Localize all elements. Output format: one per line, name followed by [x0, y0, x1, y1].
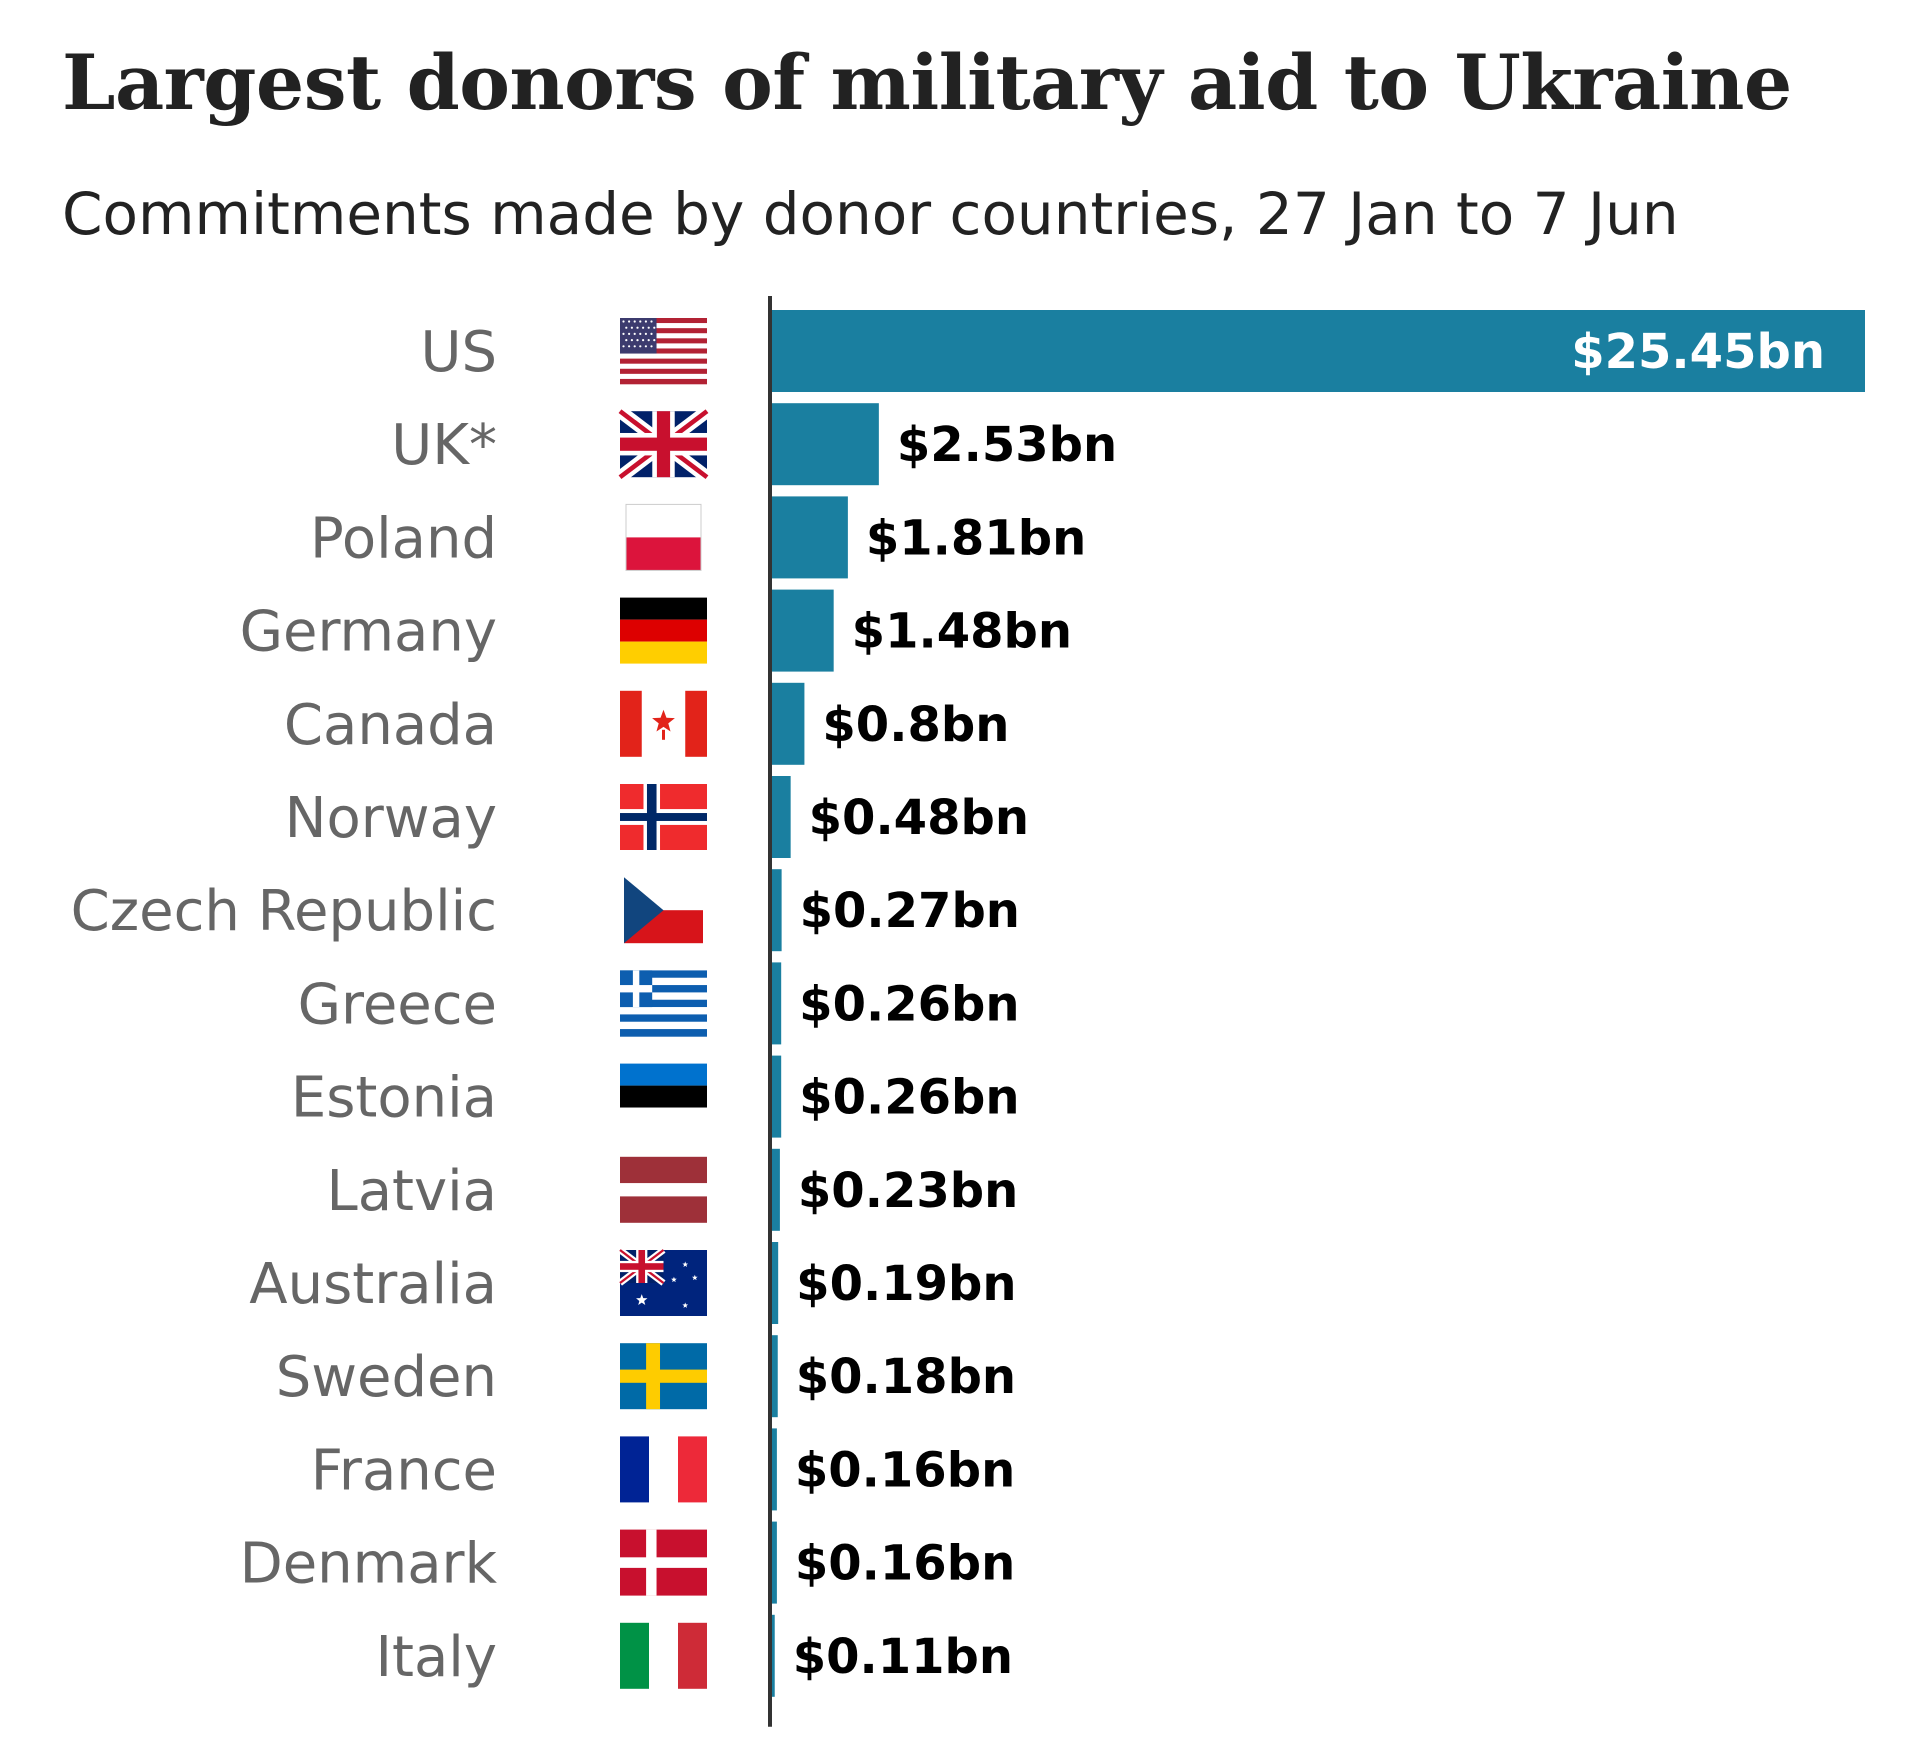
category-label: Denmark	[240, 1532, 498, 1597]
bar	[770, 682, 805, 765]
value-label: $0.48bn	[809, 790, 1029, 846]
norway-flag-icon	[620, 784, 707, 850]
category-label: Italy	[376, 1625, 498, 1690]
bar	[770, 869, 782, 952]
bar	[770, 496, 848, 579]
bar	[770, 776, 791, 858]
value-label: $0.26bn	[799, 976, 1019, 1032]
bar	[770, 1428, 777, 1511]
chart-title: Largest donors of military aid to Ukrain…	[62, 38, 1792, 127]
germany-flag-icon	[620, 597, 707, 664]
bar	[770, 1614, 775, 1697]
value-label: $0.16bn	[795, 1442, 1015, 1498]
value-label: $0.26bn	[799, 1070, 1019, 1126]
latvia-flag-icon	[620, 1156, 707, 1223]
bar	[770, 1055, 782, 1138]
canada-flag-icon	[620, 690, 707, 757]
value-label: $0.23bn	[798, 1163, 1018, 1219]
bar	[770, 1148, 780, 1231]
france-flag-icon	[620, 1436, 707, 1503]
estonia-flag-icon	[620, 1063, 707, 1130]
bar	[770, 962, 782, 1045]
uk-flag-icon	[616, 405, 711, 483]
denmark-flag-icon	[620, 1529, 707, 1596]
chart-subtitle: Commitments made by donor countries, 27 …	[62, 180, 1679, 248]
value-label: $0.11bn	[793, 1629, 1013, 1685]
category-label: Norway	[285, 786, 497, 851]
italy-flag-icon	[620, 1622, 707, 1689]
bar	[770, 310, 1865, 392]
category-label: Germany	[240, 600, 497, 665]
bar	[770, 403, 879, 486]
poland-flag-icon	[625, 503, 702, 571]
value-label: $0.19bn	[796, 1256, 1016, 1312]
value-label: $0.8bn	[822, 697, 1009, 753]
value-label: $0.18bn	[796, 1349, 1016, 1405]
value-label: $1.48bn	[852, 604, 1072, 660]
category-label: UK*	[391, 413, 497, 478]
australia-flag-icon	[618, 1247, 707, 1316]
bar	[770, 589, 834, 672]
category-label: Poland	[310, 506, 497, 571]
bar	[770, 1242, 779, 1324]
category-label: Australia	[249, 1252, 497, 1317]
category-label: Estonia	[291, 1066, 497, 1131]
category-label: US	[420, 320, 497, 385]
value-label: $0.27bn	[800, 883, 1020, 939]
value-label: $1.81bn	[866, 510, 1086, 566]
value-label: $0.16bn	[795, 1536, 1015, 1592]
czech-flag-icon	[624, 877, 703, 944]
category-label: France	[311, 1438, 497, 1503]
value-label: $2.53bn	[897, 417, 1117, 473]
us-flag-icon	[620, 318, 707, 385]
value-label: $25.45bn	[1571, 324, 1825, 380]
category-label: Latvia	[327, 1159, 498, 1224]
sweden-flag-icon	[620, 1343, 707, 1410]
bar	[770, 1335, 778, 1418]
category-label: Sweden	[276, 1345, 497, 1410]
category-label: Canada	[284, 693, 497, 758]
bar	[770, 1521, 777, 1604]
greece-flag-icon	[620, 970, 707, 1037]
category-label: Czech Republic	[71, 879, 497, 944]
category-label: Greece	[298, 972, 497, 1037]
